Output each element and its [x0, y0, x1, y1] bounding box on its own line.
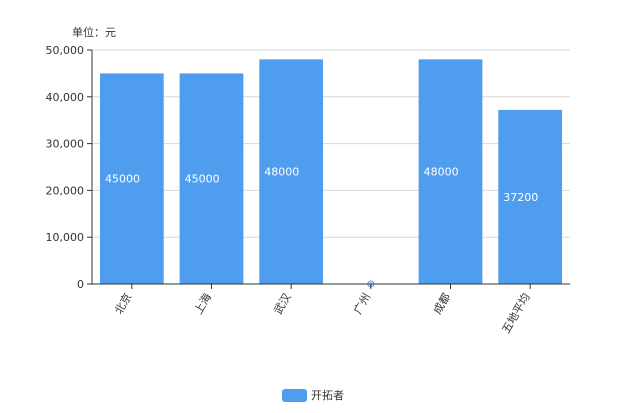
bar[interactable]: [418, 59, 483, 284]
y-axis: 0 10,000 20,000 30,000 40,000 50,000: [46, 44, 93, 291]
bars: 45000450004800004800037200: [99, 59, 563, 288]
y-tick-label: 0: [77, 278, 84, 291]
x-tick-label: 成都: [431, 291, 453, 317]
x-tick-label: 武汉: [272, 291, 294, 317]
y-tick-label: 20,000: [46, 184, 85, 197]
grid-lines: [92, 49, 570, 238]
y-tick-label: 10,000: [46, 231, 85, 244]
x-tick-label: 五地平均: [500, 291, 533, 336]
x-tick-label: 北京: [111, 291, 134, 317]
data-label: 48000: [264, 166, 299, 179]
bar[interactable]: [259, 59, 324, 284]
x-axis: 北京 上海 武汉 广州 成都 五地平均: [92, 283, 570, 336]
data-label: 37200: [503, 191, 538, 204]
legend-swatch[interactable]: [282, 389, 307, 402]
unit-label: 单位：元: [72, 25, 116, 39]
y-tick-label: 50,000: [46, 44, 85, 57]
x-tick-label: 上海: [191, 291, 214, 317]
x-tick-label: 广州: [351, 291, 373, 317]
bar[interactable]: [179, 73, 244, 285]
y-tick-label: 40,000: [46, 91, 85, 104]
y-tick-label: 30,000: [46, 138, 85, 151]
legend-label[interactable]: 开拓者: [311, 388, 344, 402]
legend[interactable]: 开拓者: [282, 388, 344, 402]
data-label: 45000: [105, 173, 140, 186]
data-label: 48000: [424, 166, 459, 179]
bar[interactable]: [498, 109, 563, 285]
data-label: 45000: [185, 173, 220, 186]
bar[interactable]: [99, 73, 164, 285]
